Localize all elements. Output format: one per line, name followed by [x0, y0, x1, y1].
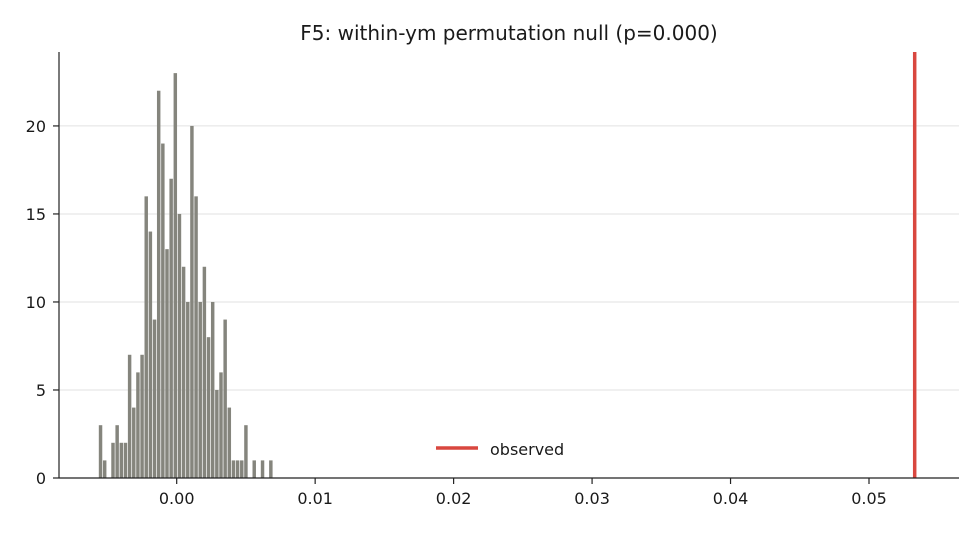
- x-tick-label: 0.02: [436, 489, 472, 508]
- histogram-bar: [235, 460, 240, 478]
- histogram-bar: [190, 125, 194, 478]
- grid-layer: [59, 125, 959, 391]
- histogram-bar: [181, 266, 186, 478]
- histogram-bar: [161, 143, 165, 479]
- histogram-bar: [186, 301, 190, 478]
- histogram-bar: [148, 231, 153, 478]
- histogram-bar: [169, 178, 173, 478]
- y-tick-label: 20: [26, 117, 46, 136]
- histogram-bar: [260, 460, 265, 478]
- histogram-bar: [206, 337, 211, 478]
- histogram-bar: [194, 196, 198, 478]
- legend: observed: [436, 440, 564, 459]
- y-tick-label: 0: [36, 469, 46, 488]
- histogram-bar: [231, 460, 236, 478]
- axis-layer: 0 5 10 15 20 0.00 0.01 0.02 0.03 0.04 0.05: [26, 52, 959, 508]
- histogram-bar: [252, 460, 256, 478]
- chart-title: F5: within-ym permutation null (p=0.000): [300, 21, 717, 45]
- y-tick-label: 15: [26, 205, 46, 224]
- x-tick-label: 0.04: [713, 489, 749, 508]
- histogram-bar: [269, 460, 273, 478]
- histogram-bar: [152, 319, 157, 478]
- histogram-bar: [98, 425, 103, 478]
- histogram-bar: [102, 460, 107, 478]
- histogram-bar: [244, 425, 248, 478]
- histogram-bar: [165, 249, 169, 478]
- histogram-bar: [156, 90, 161, 479]
- x-tick-label: 0.01: [297, 489, 333, 508]
- histogram-bar: [177, 213, 182, 478]
- histogram-bar: [202, 266, 207, 478]
- x-tick-label: 0.00: [159, 489, 195, 508]
- histogram-bar: [173, 73, 178, 479]
- y-tick-label: 10: [26, 293, 46, 312]
- legend-observed-label: observed: [490, 440, 564, 459]
- histogram-bar: [227, 407, 232, 478]
- histogram-bar: [140, 354, 144, 478]
- histogram-bar: [132, 407, 136, 478]
- x-tick-label: 0.03: [574, 489, 610, 508]
- histogram-bar: [136, 372, 140, 478]
- histogram-bar: [115, 425, 119, 478]
- x-tick-label: 0.05: [851, 489, 887, 508]
- histogram-bar: [240, 460, 244, 478]
- histogram-bar: [144, 196, 148, 478]
- histogram-bar: [219, 372, 223, 478]
- histogram-bar: [210, 301, 215, 478]
- y-tick-label: 5: [36, 381, 46, 400]
- histogram-bar: [111, 442, 115, 478]
- histogram-bar: [119, 442, 124, 478]
- bar-layer: [98, 73, 273, 479]
- histogram-bar: [127, 354, 132, 478]
- histogram-bar: [123, 442, 128, 478]
- histogram-bar: [198, 301, 202, 478]
- histogram-bar: [223, 319, 227, 478]
- histogram-bar: [215, 389, 219, 478]
